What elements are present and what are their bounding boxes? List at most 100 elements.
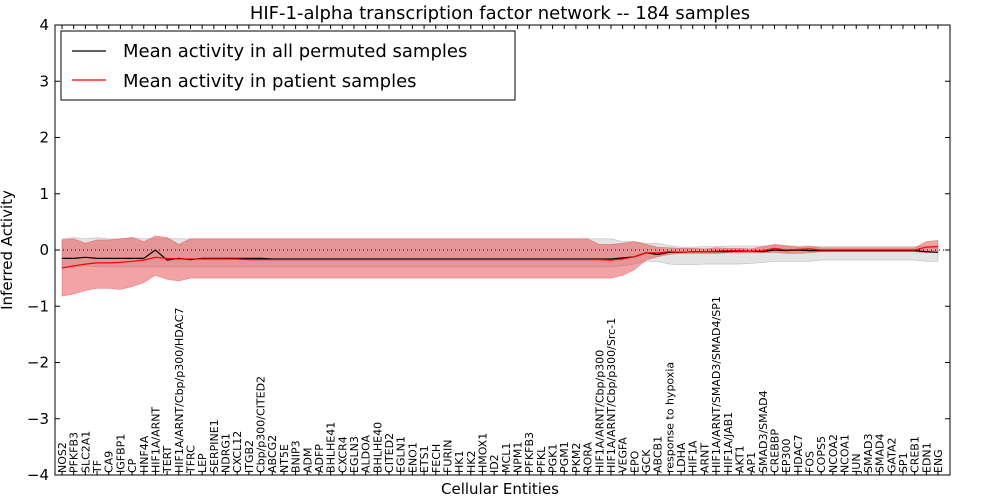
x-tick-label: PFKFB3	[68, 432, 81, 473]
legend: Mean activity in all permuted samples Me…	[60, 30, 516, 101]
y-tick-label: 2	[39, 129, 49, 147]
x-tick-label: FECH	[430, 444, 443, 473]
x-tick-label: ABCB1	[652, 436, 665, 473]
x-tick-label: EGLN1	[395, 436, 408, 473]
y-tick-label: 1	[39, 185, 49, 203]
chart-title: HIF-1-alpha transcription factor network…	[250, 3, 750, 24]
x-tick-label: GCK	[640, 449, 653, 473]
legend-label-permuted: Mean activity in all permuted samples	[123, 41, 467, 62]
series-lines	[61, 246, 939, 269]
x-tick-label: ADFP	[313, 444, 326, 473]
y-tick-label: 0	[39, 241, 49, 259]
x-tick-label: NDRG1	[220, 433, 233, 473]
x-tick-label: HIF1A/ARNT/Cbp/p300/Src-1	[605, 318, 618, 473]
x-tick-label: HDAC7	[792, 434, 805, 473]
x-tick-label: ENO1	[406, 442, 419, 473]
y-axis: −4 −3 −2 −1 0 1 2 3 4	[27, 16, 950, 484]
x-tick-label: AP1	[745, 452, 758, 473]
y-tick-label: −4	[27, 466, 49, 484]
x-tick-label: EP300	[780, 438, 793, 473]
x-tick-label: EDN1	[920, 442, 933, 473]
x-tick-label: BHLHE41	[325, 422, 338, 473]
x-tick-label: ALDOA	[360, 434, 373, 473]
y-tick-label: 3	[39, 72, 49, 90]
y-tick-label: 4	[39, 16, 49, 34]
x-tick-label: COPS5	[815, 436, 828, 473]
x-tick-label: TFRC	[185, 445, 198, 474]
x-tick-label: SMAD3	[862, 434, 875, 473]
x-tick-label: ETS1	[418, 445, 431, 473]
x-tick-label: EPO	[628, 450, 641, 473]
x-tick-label: NCOA2	[827, 434, 840, 473]
x-tick-label: FURIN	[441, 439, 454, 473]
x-tick-label: CA9	[103, 451, 116, 473]
x-tick-label: HIF1A/ARNT/Cbp/p300/HDAC7	[173, 308, 186, 474]
x-axis-label: Cellular Entities	[441, 480, 559, 498]
x-tick-label: MCL1	[500, 443, 513, 473]
y-axis-label: Inferred Activity	[0, 190, 16, 310]
x-tick-label: SMAD3/SMAD4	[757, 390, 770, 473]
legend-label-patient: Mean activity in patient samples	[123, 71, 417, 92]
y-tick-label: −3	[27, 410, 49, 428]
x-tick-label: PKM2	[570, 443, 583, 473]
y-tick-label: −2	[27, 354, 49, 372]
x-tick-label: TERT	[161, 445, 174, 474]
x-tick-label: AKT1	[733, 445, 746, 473]
x-tick-label: ENG	[932, 449, 945, 473]
x-tick-label: HIF1A	[687, 440, 700, 473]
x-tick-label: FOS	[804, 451, 817, 473]
x-tick-label: VEGFA	[617, 437, 630, 473]
x-tick-label: SLC2A1	[79, 431, 92, 473]
x-tick-label: PGK1	[547, 444, 560, 473]
band-1	[61, 235, 939, 297]
x-tick-label: SERPINE1	[208, 419, 221, 473]
x-tick-label: CITED2	[383, 433, 396, 473]
x-tick-label: EGLN3	[348, 436, 361, 473]
x-tick-label: NOS2	[56, 442, 69, 473]
x-tick-label: HIF1A/ARNT/Cbp/p300	[593, 350, 606, 473]
x-tick-label: RORA	[582, 442, 595, 473]
x-tick-label: SMAD4	[874, 434, 887, 473]
x-tick-label: LEP	[196, 453, 209, 473]
y-tick-label: −1	[27, 297, 49, 315]
x-tick-label: response to hypoxia	[663, 362, 676, 473]
x-tick-label: NPM1	[512, 442, 525, 473]
x-tick-label: JUN	[850, 453, 863, 474]
confidence-bands	[61, 235, 939, 297]
x-tick-label: HK2	[465, 451, 478, 473]
legend-box	[60, 30, 516, 101]
x-tick-label: ID2	[488, 454, 501, 473]
x-tick-label: PGM1	[558, 441, 571, 473]
x-tick-label: PFKL	[535, 446, 548, 473]
x-tick-label: NCOA1	[839, 434, 852, 473]
x-tick-label: CXCL12	[231, 431, 244, 473]
x-tick-label: BNIP3	[290, 440, 303, 473]
x-tick-label: HMOX1	[477, 433, 490, 473]
series-line-1	[61, 246, 939, 269]
x-tick-label: ITGB2	[243, 440, 256, 473]
x-tick-label: NT5E	[278, 444, 291, 473]
x-tick-label: HK1	[453, 450, 466, 472]
x-tick-label: SP1	[897, 452, 910, 473]
x-tick-label: CXCR4	[336, 436, 349, 473]
x-tick-label: HNF4A	[138, 435, 151, 473]
x-tick-label: CP	[126, 458, 139, 473]
x-tick-label: LDHA	[675, 442, 688, 473]
x-tick-label: TF	[91, 460, 104, 474]
x-tick-label: PFKFB3	[523, 432, 536, 473]
x-tick-label: HIF1A/JAB1	[722, 412, 735, 473]
x-tick-label: CREB1	[909, 436, 922, 473]
x-tick-label: IGFBP1	[114, 434, 127, 473]
x-tick-label: CREBBP	[769, 429, 782, 473]
x-axis: NOS2PFKFB3SLC2A1TFCA9IGFBP1CPHNF4AHIF1A/…	[56, 25, 945, 475]
x-tick-label: BHLHE40	[371, 422, 384, 473]
x-tick-label: ABCG2	[266, 435, 279, 473]
x-tick-label: HIF1A/ARNT	[149, 406, 162, 472]
x-tick-label: Cbp/p300/CITED2	[255, 376, 268, 473]
x-tick-label: ARNT	[698, 443, 711, 473]
x-tick-label: HIF1A/ARNT/SMAD3/SMAD4/SP1	[710, 296, 723, 473]
x-tick-label: GATA2	[885, 437, 898, 473]
x-tick-label: ADM	[301, 448, 314, 474]
